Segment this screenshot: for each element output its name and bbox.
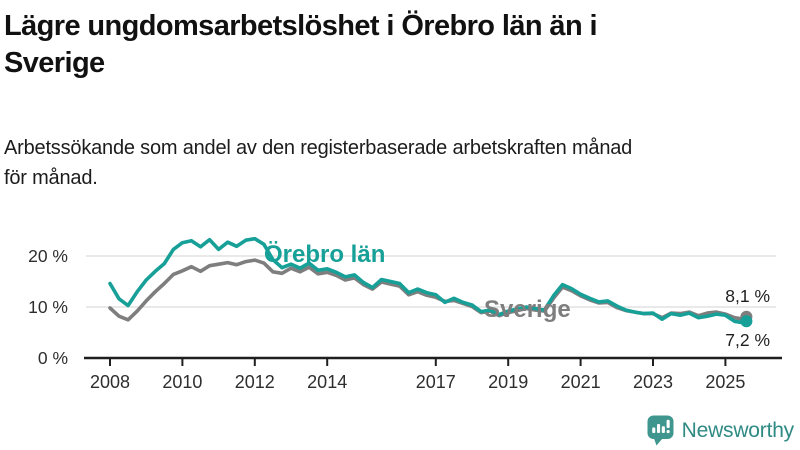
x-axis-tick-label: 2023 <box>633 372 673 392</box>
page-title-line-1: Lägre ungdomsarbetslöshet i Örebro län ä… <box>4 10 598 42</box>
newsworthy-logo: Newsworthy <box>646 414 794 447</box>
series-label-orebro-lan: Örebro län <box>264 241 385 268</box>
x-axis-tick-label: 2010 <box>162 372 202 392</box>
page-title: Lägre ungdomsarbetslöshet i Örebro län ä… <box>4 8 796 82</box>
x-axis-tick-label: 2012 <box>235 372 275 392</box>
x-axis-tick-label: 2025 <box>705 372 745 392</box>
x-axis-tick-label: 2008 <box>90 372 130 392</box>
chart-subtitle: Arbetssökande som andel av den registerb… <box>4 133 796 193</box>
x-axis-tick-label: 2017 <box>416 372 456 392</box>
x-axis-tick-label: 2021 <box>561 372 601 392</box>
series-line-orebro-lan <box>108 236 749 325</box>
x-axis-tick-label: 2014 <box>307 372 347 392</box>
series-line-sverige <box>108 258 749 322</box>
newsworthy-logo-text: Newsworthy <box>681 418 795 442</box>
end-value-label-sverige: 8,1 % <box>725 286 770 306</box>
end-value-label-orebro-lan: 7,2 % <box>725 330 770 350</box>
chart-subtitle-line-2: för månad. <box>4 167 98 189</box>
page-title-line-2: Sverige <box>4 47 105 79</box>
y-axis-tick-label: 20 % <box>28 246 68 266</box>
end-dot-orebro-lan <box>740 315 753 328</box>
x-axis-tick-label: 2019 <box>488 372 528 392</box>
series-label-sverige: Sverige <box>484 296 571 323</box>
chart-subtitle-line-1: Arbetssökande som andel av den registerb… <box>4 137 633 159</box>
y-axis-tick-label: 10 % <box>28 297 68 317</box>
bar-chart-speech-bubble-icon <box>647 415 674 446</box>
y-axis-tick-label: 0 % <box>38 348 68 368</box>
